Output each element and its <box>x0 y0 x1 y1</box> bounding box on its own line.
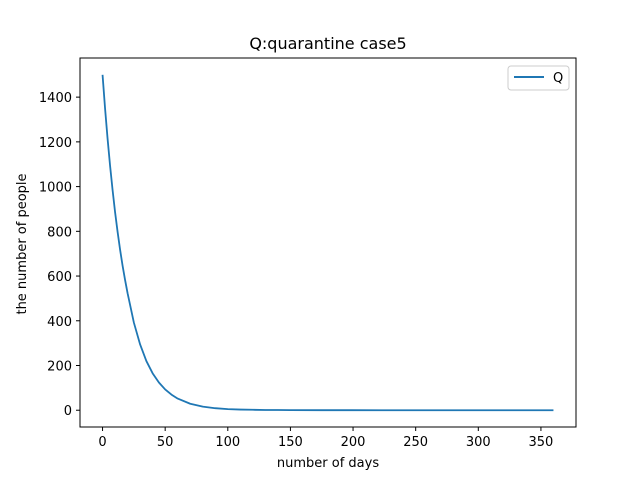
x-tick-label: 100 <box>215 435 240 450</box>
x-tick-label: 200 <box>341 435 366 450</box>
x-axis-label: number of days <box>277 456 379 471</box>
plot-area: 0 50 100 150 200 250 300 350 0 200 400 600 800 1000 12… <box>39 57 577 450</box>
legend-label-q: Q <box>553 71 563 86</box>
x-tick-label: 350 <box>529 435 554 450</box>
y-tick-label: 800 <box>47 225 72 240</box>
y-tick-label: 1200 <box>39 136 72 151</box>
y-tick-label: 600 <box>47 270 72 285</box>
y-tick-label: 1000 <box>39 181 72 196</box>
x-tick-label: 150 <box>278 435 303 450</box>
y-tick-label: 200 <box>47 360 72 375</box>
x-tick-label: 0 <box>98 435 106 450</box>
y-tick-label: 1400 <box>39 91 72 106</box>
x-tick-label: 300 <box>466 435 491 450</box>
axes-frame <box>79 57 577 428</box>
series-line-q <box>101 74 554 412</box>
y-tick-label: 0 <box>64 404 72 419</box>
chart-title: Q:quarantine case5 <box>249 34 406 53</box>
legend: Q <box>507 65 570 91</box>
x-tick-label: 250 <box>403 435 428 450</box>
y-tick-label: 400 <box>47 315 72 330</box>
x-tick-label: 50 <box>157 435 174 450</box>
y-axis-label: the number of people <box>15 173 30 314</box>
